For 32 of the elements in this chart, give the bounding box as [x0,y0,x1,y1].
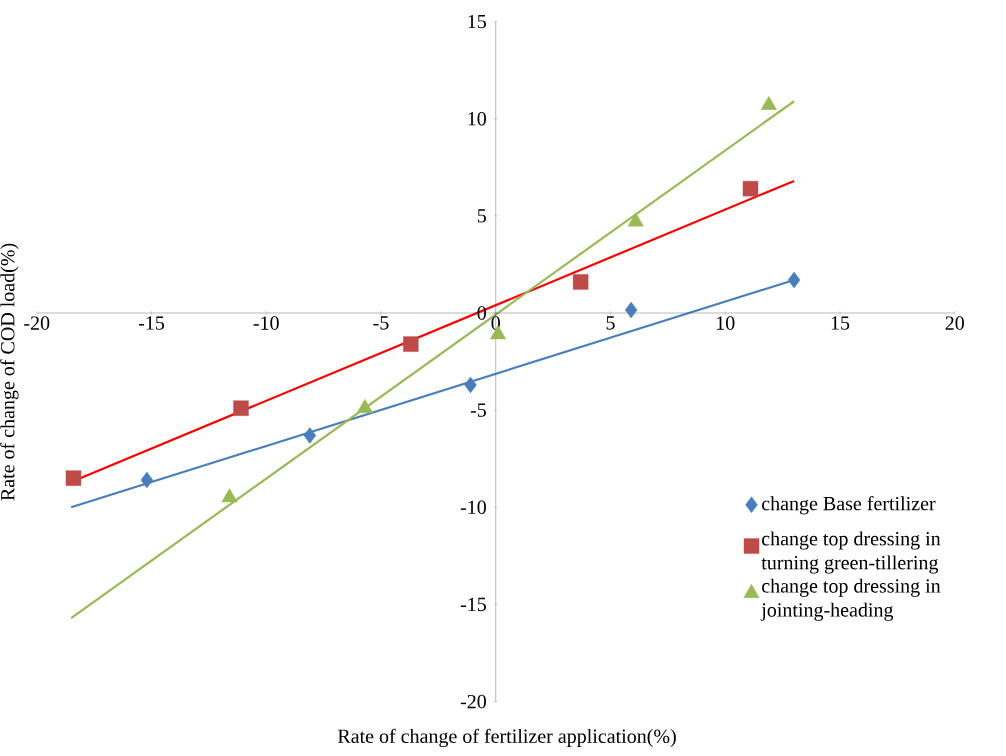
point [742,180,759,197]
legend-label: change Base fertilizer [762,496,936,515]
point [303,427,317,444]
point [356,399,373,413]
x-tick-label: 10 [717,316,735,330]
y-tick-label: -5 [470,403,486,417]
point [464,376,477,394]
legend-label: change top dressing in jointing-heading [760,578,941,621]
x-tick-label: -5 [373,316,389,330]
y-axis-title: Rate of change of COD load(%) [0,243,19,501]
point [140,471,154,489]
y-tick-label: -15 [460,597,486,612]
point [627,212,644,227]
point [233,400,249,416]
y-tick-label: 5 [477,209,486,223]
y-tick-label: -20 [460,694,486,709]
x-tick-label: -10 [253,316,279,330]
y-tick-label: 10 [468,111,486,126]
point [572,274,589,290]
point [65,470,82,486]
y-tick-label: 15 [468,14,486,29]
x-axis-title: Rate of change of fertilizer application(%) [337,728,676,748]
point [403,336,419,352]
point [624,301,638,319]
x-tick-label: 5 [606,316,615,330]
point [787,271,801,289]
point [221,488,238,503]
x-tick-label: 15 [831,316,850,330]
x-tick-label: -15 [138,316,165,330]
x-tick-label: 20 [945,316,964,330]
y-tick-label: -10 [460,500,486,515]
x-tick-label: -20 [24,316,50,330]
